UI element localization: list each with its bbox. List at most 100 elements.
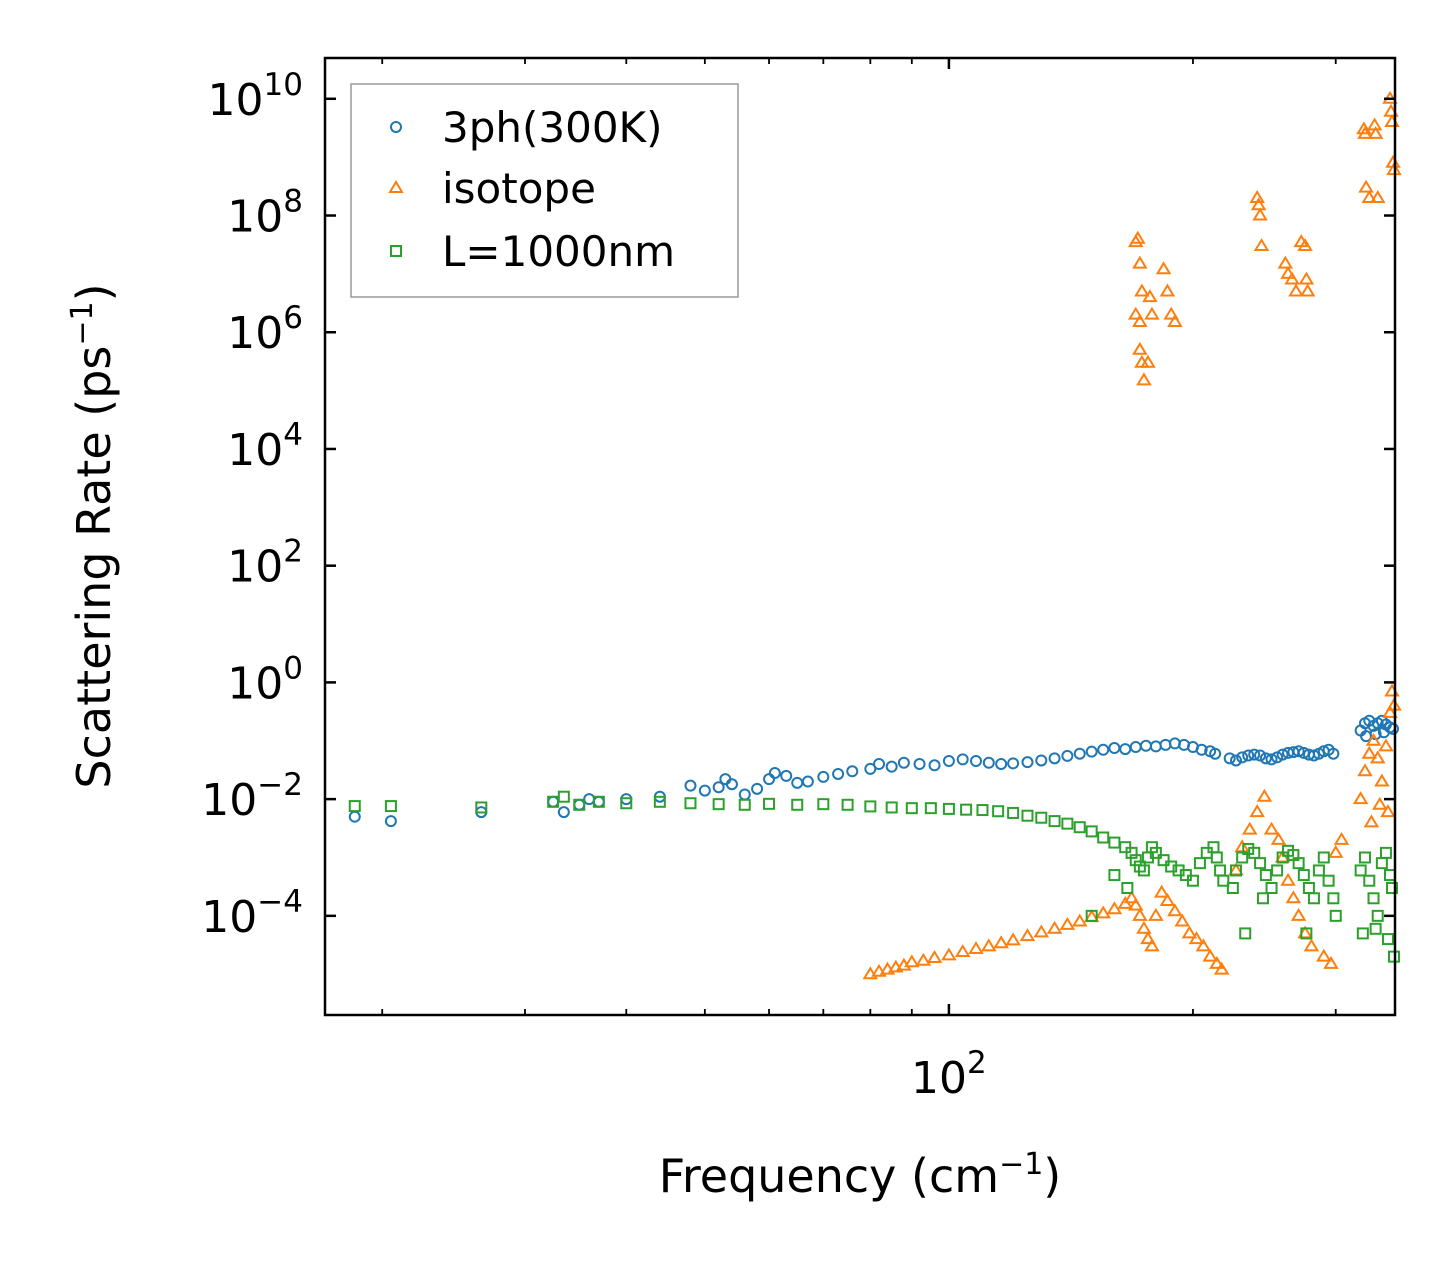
point-2-81 (1386, 882, 1399, 895)
point-2-75 (1363, 874, 1376, 887)
point-2-7 (620, 797, 633, 810)
point-0-23 (832, 767, 845, 780)
legend: 3ph(300K) isotope L=1000nm (350, 83, 739, 298)
point-1-87 (1250, 197, 1267, 211)
point-1-30 (1153, 884, 1170, 898)
point-0-14 (725, 778, 738, 791)
point-1-55 (1327, 844, 1344, 858)
point-1-80 (1142, 289, 1158, 303)
point-1-23 (1123, 890, 1140, 904)
point-2-84 (1369, 922, 1382, 935)
point-0-62 (1259, 752, 1272, 765)
point-1-91 (1280, 265, 1296, 279)
point-1-13 (1005, 932, 1021, 946)
point-0-58 (1236, 751, 1249, 764)
point-2-71 (1327, 892, 1340, 905)
point-1-69 (1380, 804, 1396, 818)
point-0-87 (1377, 726, 1390, 739)
point-2-19 (924, 802, 937, 815)
point-1-95 (1297, 238, 1313, 252)
point-1-79 (1144, 306, 1160, 320)
point-1-83 (1159, 283, 1176, 297)
point-2-65 (1297, 869, 1310, 882)
point-1-32 (1167, 903, 1183, 917)
point-2-53 (1229, 864, 1242, 877)
point-1-58 (1357, 763, 1373, 777)
point-1-18 (1071, 913, 1088, 927)
point-1-10 (968, 941, 984, 955)
point-1-36 (1195, 938, 1212, 952)
point-2-67 (1307, 892, 1320, 905)
point-0-35 (995, 757, 1008, 770)
point-2-74 (1358, 851, 1371, 864)
point-2-17 (885, 801, 898, 814)
point-0-63 (1265, 753, 1278, 766)
point-1-85 (1167, 314, 1183, 327)
point-2-28 (1061, 817, 1074, 830)
point-1-75 (1132, 341, 1148, 355)
point-1-97 (1299, 283, 1316, 297)
point-1-82 (1155, 261, 1172, 275)
point-0-41 (1073, 747, 1086, 760)
point-1-37 (1202, 948, 1218, 962)
point-0-3 (547, 795, 560, 808)
point-2-54 (1236, 851, 1249, 864)
point-0-43 (1097, 743, 1110, 756)
point-0-4 (557, 806, 570, 819)
point-1-39 (1213, 961, 1230, 975)
point-1-21 (1106, 901, 1123, 915)
point-1-90 (1277, 255, 1294, 269)
point-0-48 (1149, 740, 1162, 753)
point-1-78 (1140, 354, 1156, 368)
point-0-11 (698, 784, 711, 797)
point-0-56 (1223, 752, 1236, 765)
point-2-27 (1048, 815, 1061, 828)
point-1-0 (862, 966, 879, 980)
point-2-57 (1254, 857, 1267, 870)
point-2-87 (1085, 909, 1098, 922)
point-1-96 (1298, 271, 1315, 285)
point-0-20 (791, 776, 804, 789)
point-2-68 (1312, 864, 1325, 877)
point-2-86 (1108, 869, 1121, 882)
point-2-90 (1256, 892, 1269, 905)
point-2-73 (1354, 864, 1367, 877)
point-1-7 (926, 949, 943, 963)
point-2-59 (1265, 882, 1278, 895)
point-1-68 (1372, 796, 1388, 810)
point-2-83 (1356, 927, 1369, 940)
point-2-76 (1367, 892, 1380, 905)
point-1-88 (1252, 207, 1268, 221)
point-2-58 (1259, 869, 1272, 882)
point-1-77 (1136, 372, 1152, 386)
point-1-26 (1136, 920, 1152, 934)
point-2-46 (1193, 857, 1206, 870)
point-0-44 (1108, 742, 1121, 755)
point-2-6 (592, 795, 605, 808)
point-2-69 (1317, 851, 1330, 864)
point-0-60 (1248, 748, 1261, 761)
point-1-31 (1159, 893, 1176, 906)
point-2-21 (960, 803, 973, 816)
point-1-53 (1316, 948, 1332, 962)
point-2-30 (1085, 825, 1098, 838)
point-2-85 (1381, 933, 1394, 946)
point-2-13 (791, 798, 804, 811)
point-0-18 (768, 767, 781, 780)
point-2-52 (1226, 882, 1239, 895)
point-0-24 (846, 765, 859, 778)
point-0-29 (913, 757, 926, 770)
point-0-25 (864, 762, 877, 775)
point-1-54 (1323, 955, 1339, 969)
point-1-98 (1356, 121, 1372, 135)
point-1-63 (1378, 738, 1394, 752)
point-0-61 (1254, 749, 1267, 762)
point-2-78 (1375, 857, 1388, 870)
point-1-72 (1132, 255, 1148, 269)
point-2-25 (1021, 809, 1034, 822)
point-1-9 (954, 944, 971, 958)
point-1-5 (904, 954, 920, 968)
point-2-88 (1121, 882, 1134, 895)
point-2-51 (1217, 874, 1230, 887)
point-1-64 (1382, 704, 1398, 718)
